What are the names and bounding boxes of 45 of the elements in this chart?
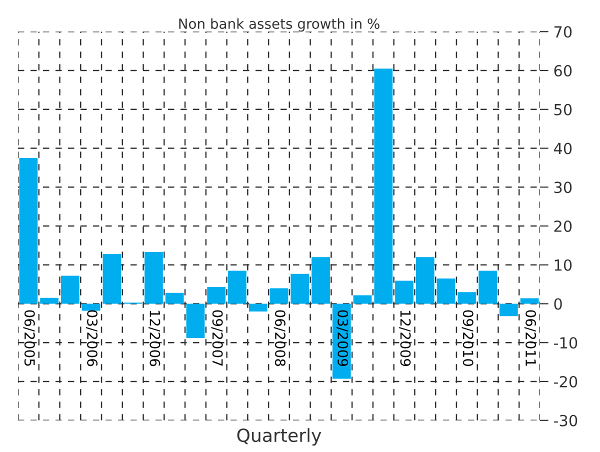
bar [19,158,38,304]
y-tick-label: -30 [554,414,578,426]
bar [499,304,518,316]
y-tick-label: 50 [554,104,572,116]
y-tick-label: 70 [554,26,572,38]
x-tick-label: 12/2006 [148,310,160,366]
bar [186,304,205,338]
y-tick-label: 10 [554,259,572,271]
y-tick-label: -20 [554,376,578,388]
y-tick-label: 30 [554,182,572,194]
bar [165,292,184,304]
bar [458,292,476,304]
x-tick-label: 06/2011 [524,310,536,366]
x-tick-label: 06/2008 [274,310,286,366]
bar [228,270,246,304]
y-tick-label: 0 [554,298,562,310]
x-tick-label: 06/2005 [23,310,35,366]
bar [436,278,456,304]
bar [102,254,122,304]
bar [207,287,226,304]
y-tick-label: -10 [554,337,578,349]
bar [248,304,268,312]
chart-title: Non bank assets growth in % [179,18,380,32]
y-tick-label: 20 [554,220,572,232]
x-tick-label: 12/2009 [399,310,411,366]
bar [416,257,434,304]
bar [520,298,539,304]
bar [312,257,330,304]
y-tick-label: 60 [554,64,572,77]
bar [40,298,59,304]
x-axis-title: Quarterly [237,428,322,446]
x-tick-label: 09/2007 [211,310,223,366]
bar [478,270,497,304]
x-tick-label: 03/2006 [86,310,98,366]
bar [144,252,163,304]
x-tick-label: 09/2010 [462,310,474,366]
bar [270,288,288,304]
bar [353,295,372,304]
bar [290,274,310,304]
bar [374,68,393,304]
x-tick-label: 03/2009 [336,310,348,366]
bar [395,280,414,304]
bar [82,304,100,311]
bar [61,276,80,304]
y-tick-label: 40 [554,142,572,154]
